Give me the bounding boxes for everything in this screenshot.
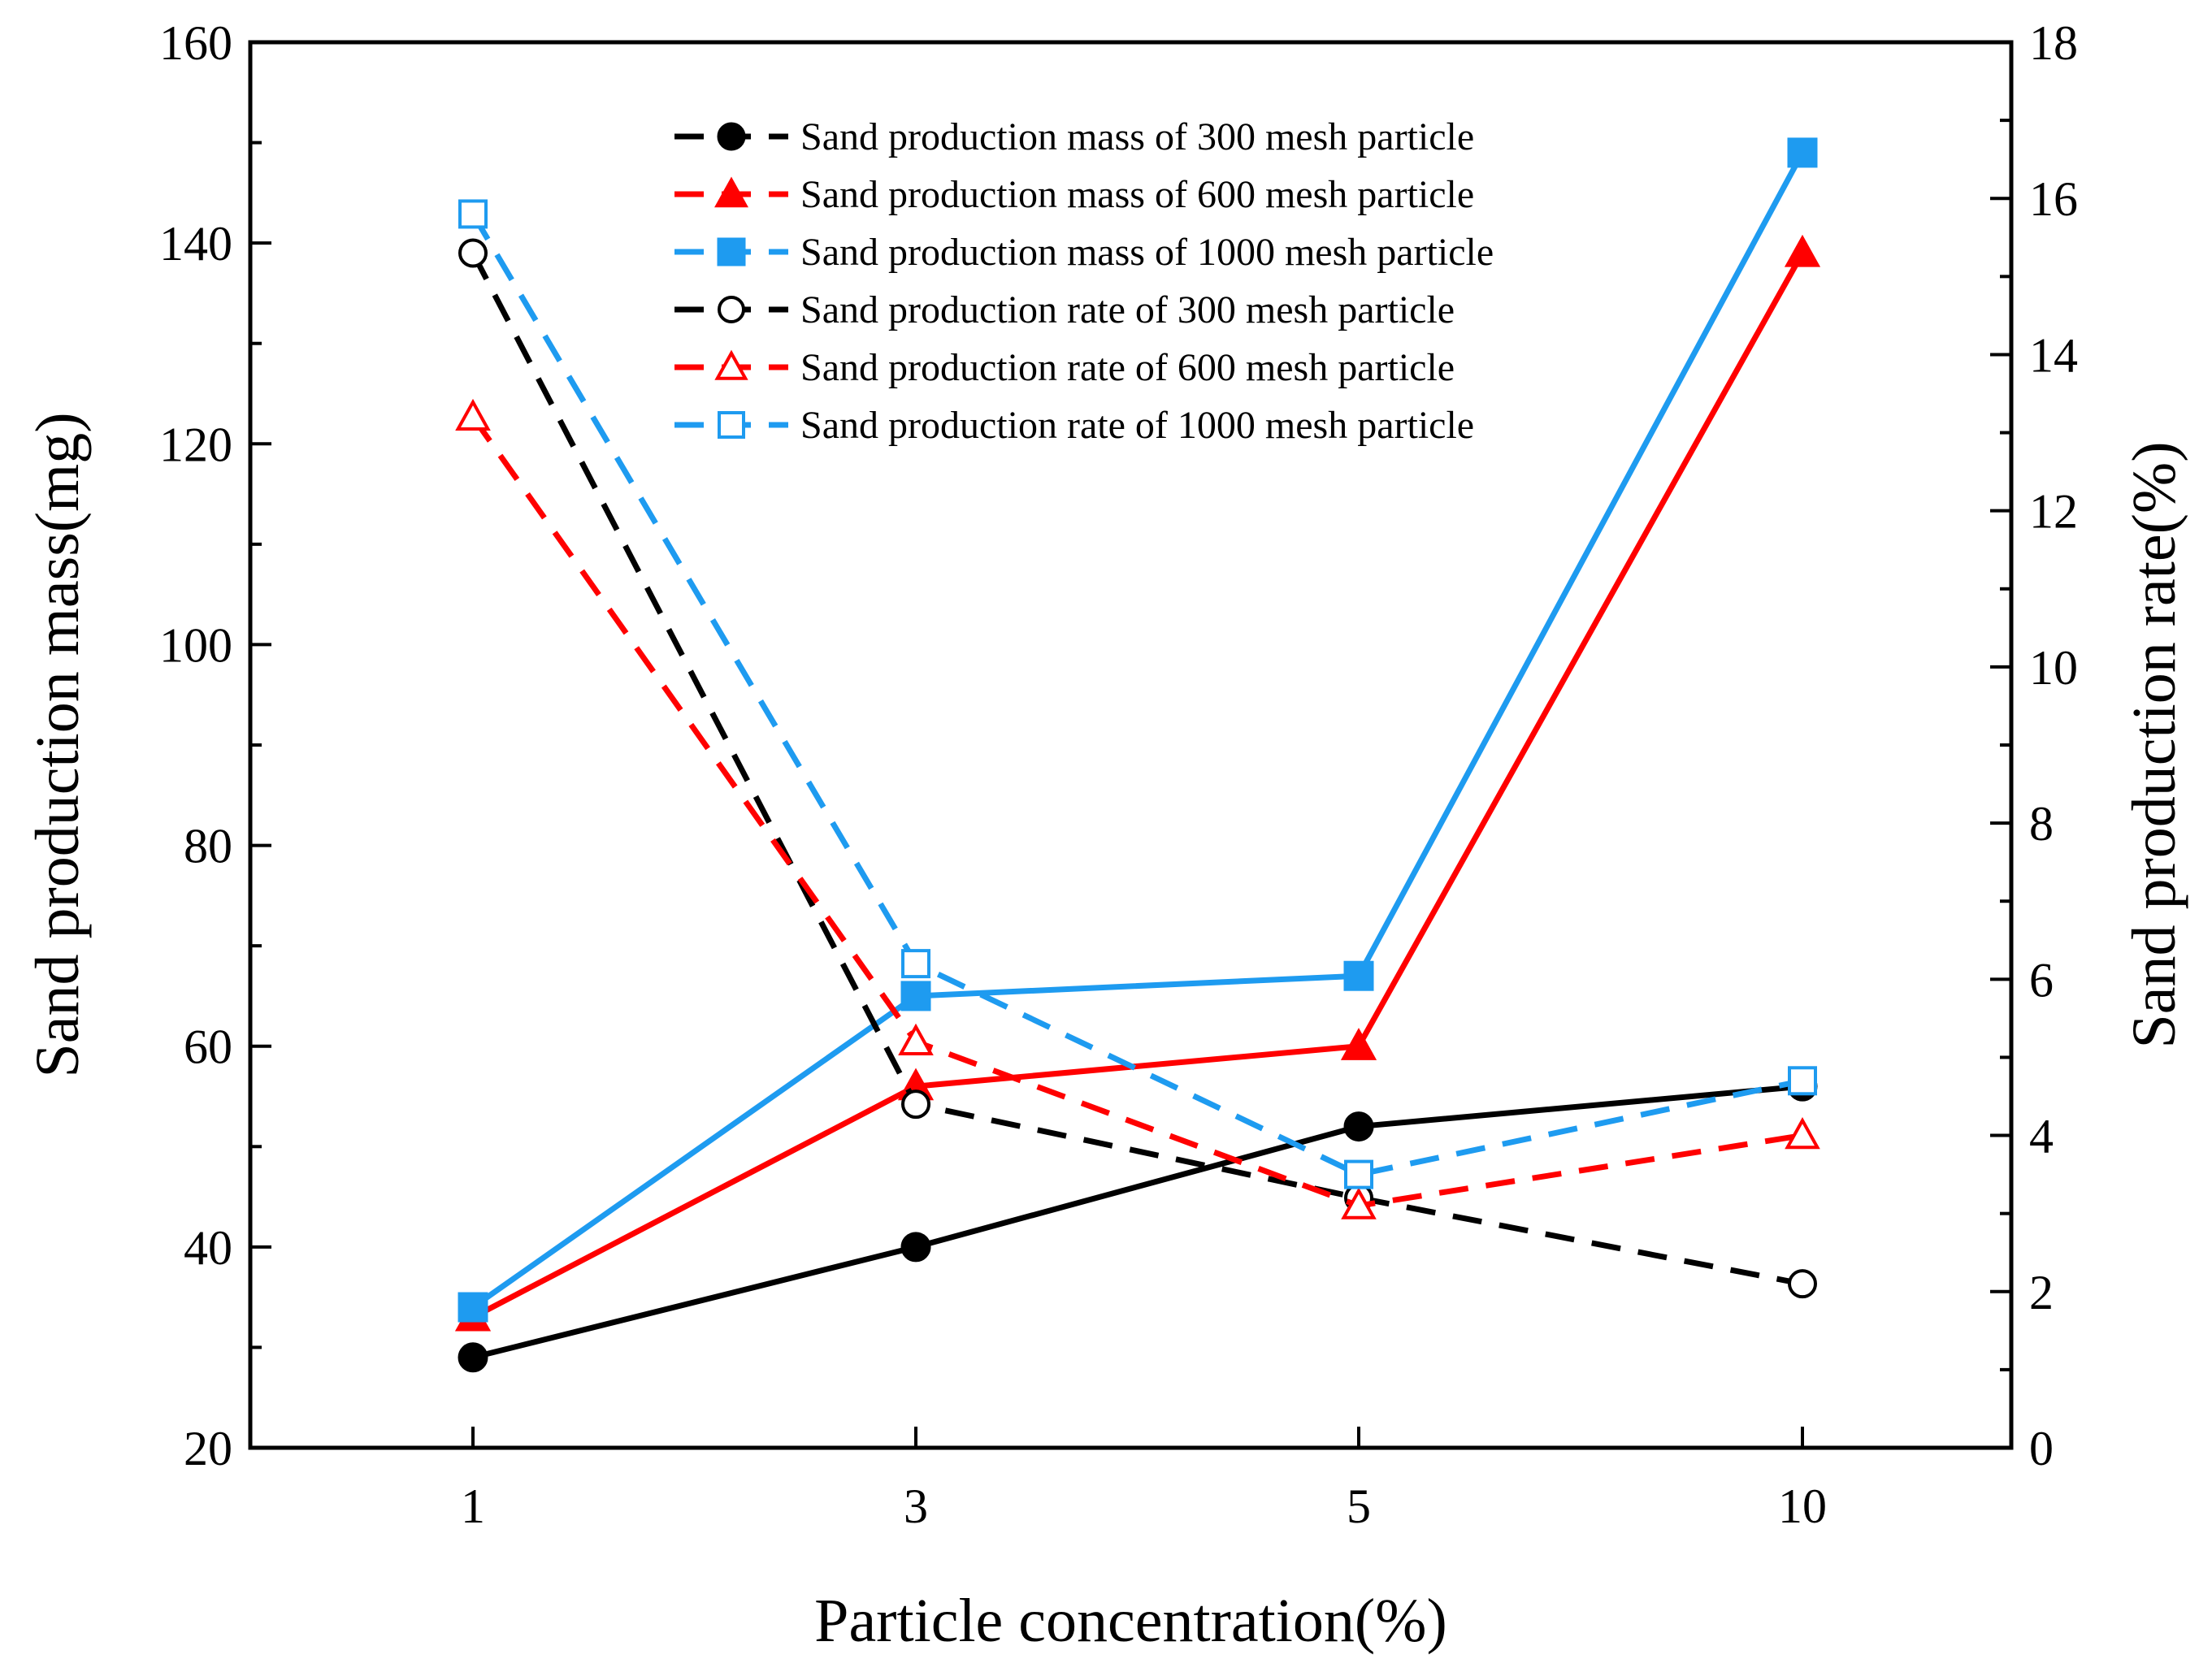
series-2 — [454, 234, 1821, 1332]
data-point — [1784, 234, 1821, 267]
y-tick-label-right: 2 — [2029, 1266, 2054, 1319]
series-3 — [458, 137, 1818, 1323]
series-line — [471, 251, 1806, 1320]
legend-marker — [718, 296, 745, 323]
series-6 — [458, 199, 1817, 1189]
y-tick-label-right: 16 — [2029, 172, 2078, 226]
legend-marker — [717, 122, 746, 151]
series-line — [471, 151, 1806, 1310]
data-point — [1343, 1111, 1374, 1142]
y-tick-label-left: 20 — [184, 1422, 232, 1475]
y-tick-label-left: 60 — [184, 1020, 232, 1074]
series-line — [470, 212, 1803, 1178]
legend-marker — [718, 411, 745, 439]
x-tick-label: 10 — [1778, 1479, 1827, 1533]
plot-frame — [248, 40, 2014, 1450]
y-tick-label-right: 14 — [2029, 328, 2078, 382]
y-axis-title-left: Sand production mass(mg) — [24, 412, 92, 1077]
legend-label: Sand production rate of 300 mesh particl… — [800, 288, 1455, 331]
series-5 — [455, 398, 1820, 1219]
series-line — [471, 415, 1803, 1209]
data-point — [455, 398, 491, 431]
y-tick-label-left: 160 — [159, 16, 232, 70]
legend: Sand production mass of 300 mesh particl… — [674, 115, 1494, 447]
data-point — [900, 1232, 931, 1263]
legend-label: Sand production rate of 600 mesh particl… — [800, 346, 1455, 389]
series-4 — [458, 238, 1817, 1299]
y-axis-title-right: Sand production rate(%) — [2120, 441, 2188, 1048]
data-point — [1340, 1028, 1377, 1060]
data-point — [458, 238, 488, 268]
legend-label: Sand production mass of 600 mesh particl… — [800, 173, 1474, 216]
series-line — [470, 251, 1803, 1287]
data-point — [901, 1089, 930, 1120]
y-tick-label-right: 12 — [2029, 485, 2078, 539]
data-point — [1343, 960, 1374, 991]
y-tick-label-right: 8 — [2029, 797, 2054, 851]
x-axis-title: Particle concentration(%) — [814, 1587, 1447, 1655]
data-point — [1787, 137, 1818, 168]
x-tick-label: 3 — [904, 1479, 928, 1533]
series-group — [454, 137, 1821, 1373]
y-tick-label-left: 100 — [159, 618, 232, 672]
data-point — [901, 949, 930, 979]
series-1 — [458, 1071, 1818, 1373]
y-tick-label-left: 80 — [184, 820, 232, 873]
y-tick-label-right: 18 — [2029, 16, 2078, 70]
legend-marker — [714, 349, 748, 380]
legend-marker — [714, 176, 748, 208]
data-point — [1344, 1159, 1373, 1189]
x-tick-label: 1 — [461, 1479, 485, 1533]
data-point — [1788, 1269, 1817, 1299]
y-tick-label-right: 4 — [2029, 1110, 2054, 1163]
data-point — [1785, 1117, 1820, 1150]
data-point — [900, 981, 931, 1011]
legend-marker — [717, 237, 746, 266]
legend-label: Sand production mass of 1000 mesh partic… — [800, 231, 1494, 274]
data-point — [458, 1292, 488, 1323]
y-tick-label-left: 120 — [159, 418, 232, 471]
data-point — [898, 1023, 934, 1055]
x-tick-label: 5 — [1347, 1479, 1371, 1533]
legend-label: Sand production mass of 300 mesh particl… — [800, 115, 1474, 158]
data-point — [1788, 1066, 1817, 1096]
y-tick-label-left: 140 — [159, 217, 232, 271]
data-point — [458, 199, 488, 229]
data-point — [1341, 1187, 1377, 1219]
y-tick-label-right: 6 — [2029, 953, 2054, 1007]
legend-label: Sand production rate of 1000 mesh partic… — [800, 404, 1474, 447]
series-line — [472, 1083, 1803, 1361]
y-tick-label-right: 10 — [2029, 641, 2078, 695]
data-point — [458, 1342, 488, 1373]
tick-labels-group: 20 40 60 80 100 120 140 160 0 2 4 6 8 10 12 14 16 18 1 3 5 10 — [159, 16, 2078, 1533]
y-tick-label-left: 40 — [184, 1221, 232, 1275]
y-tick-label-right: 0 — [2029, 1422, 2054, 1475]
